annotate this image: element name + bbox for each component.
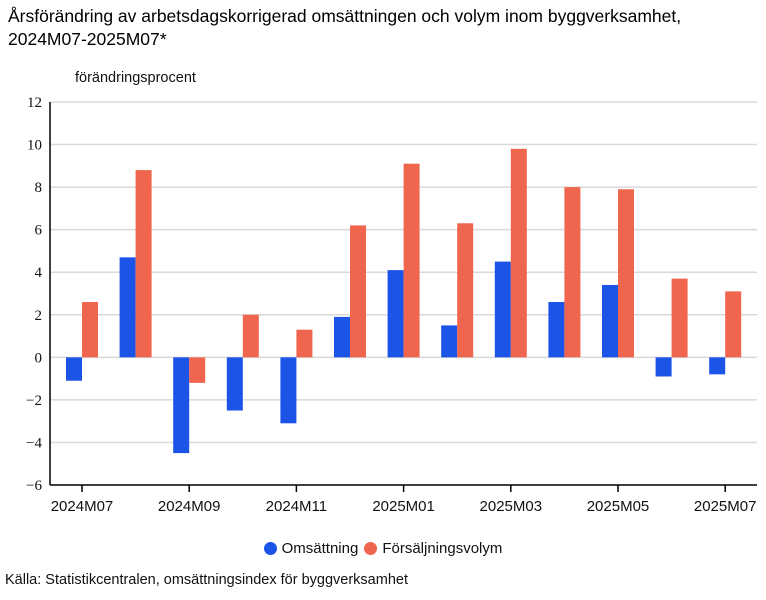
bar	[387, 270, 404, 358]
y-tick-label: −2	[26, 393, 42, 409]
y-tick-label: 6	[35, 223, 43, 239]
legend-label: Omsättning	[281, 540, 359, 557]
bar-group-2025M04	[548, 187, 581, 358]
bar	[135, 170, 152, 358]
bar	[548, 302, 565, 358]
x-tick-label: 2024M09	[158, 498, 221, 515]
x-tick-label: 2024M07	[51, 498, 114, 515]
bar	[494, 261, 511, 358]
bar	[173, 357, 190, 454]
bar	[655, 357, 672, 377]
bar	[403, 163, 420, 358]
bar-group-2024M08	[119, 170, 152, 358]
bar	[671, 278, 688, 358]
bar-group-2025M01	[387, 163, 420, 358]
x-tick-label: 2025M05	[587, 498, 650, 515]
y-tick-label: 0	[35, 350, 43, 366]
chart-title: Årsförändring av arbetsdagskorrigerad om…	[8, 6, 682, 50]
bar	[441, 325, 458, 358]
bar-group-2025M03	[494, 148, 527, 358]
bar	[189, 357, 206, 383]
bar-group-2025M02	[441, 223, 474, 358]
bar	[725, 291, 742, 358]
bar	[296, 329, 313, 358]
bar-group-2024M12	[334, 225, 366, 358]
bar	[564, 187, 581, 358]
bar	[457, 223, 474, 358]
y-tick-label: −4	[26, 435, 42, 451]
bar	[510, 148, 527, 358]
source-caption: Källa: Statistikcentralen, omsättningsin…	[5, 572, 408, 588]
y-tick-label: 2	[35, 308, 43, 324]
bar-group-2025M05	[602, 189, 634, 358]
bar-group-2024M10	[226, 314, 259, 411]
chart-legend: Omsättning Försäljningsvolym	[0, 540, 766, 557]
legend-label: Försäljningsvolym	[382, 540, 503, 557]
legend-dot-blue-icon	[263, 542, 277, 555]
y-tick-label: 10	[27, 138, 42, 154]
bar-group-2025M07	[709, 291, 742, 375]
bar	[618, 189, 634, 358]
y-tick-label: −6	[26, 478, 42, 494]
x-tick-label: 2025M03	[480, 498, 543, 515]
bar	[602, 284, 618, 358]
bar-group-2025M06	[655, 278, 688, 377]
bar	[334, 316, 350, 358]
bar	[280, 357, 297, 424]
x-tick-label: 2025M01	[372, 498, 435, 515]
bar-group-2024M11	[280, 329, 313, 424]
bar	[242, 314, 259, 358]
bar	[82, 302, 98, 358]
bar	[226, 357, 243, 411]
legend-item-omsattning: Omsättning	[263, 540, 359, 557]
bar-group-2024M07	[66, 302, 98, 381]
legend-item-forsaljningsvolym: Försäljningsvolym	[364, 540, 502, 557]
bar-chart: −6 −4 −2 0 2 4 6 8 10 12 2024M07 2024M09 2024M11 2025…	[26, 95, 757, 515]
x-tick-label: 2024M11	[266, 498, 327, 515]
y-tick-label: 4	[35, 265, 43, 281]
bar	[709, 357, 726, 375]
y-tick-label: 8	[35, 180, 43, 196]
y-tick-label: 12	[27, 95, 42, 111]
y-axis-unit-label: förändringsprocent	[75, 70, 196, 86]
bar	[350, 225, 366, 358]
bar	[119, 257, 136, 358]
bar-group-2024M09	[173, 357, 206, 454]
x-tick-label: 2025M07	[694, 498, 757, 515]
legend-dot-coral-icon	[364, 542, 378, 555]
bar	[66, 357, 82, 381]
